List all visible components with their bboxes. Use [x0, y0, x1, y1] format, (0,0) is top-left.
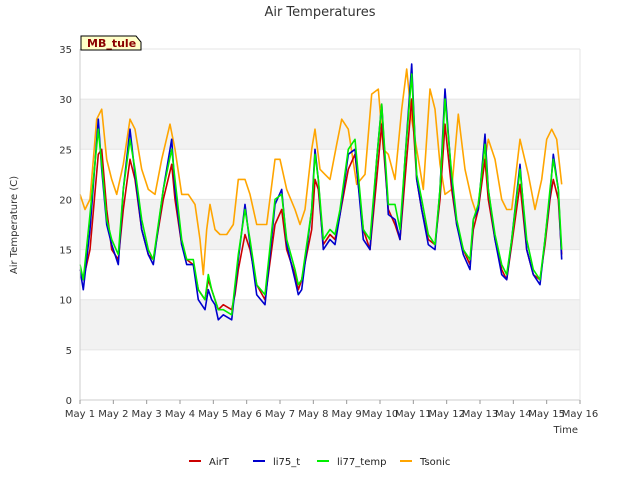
series-layer — [79, 63, 563, 321]
y-tick-label: 5 — [66, 346, 72, 357]
x-tick-label: May 2 — [98, 409, 128, 420]
y-tick-label: 25 — [59, 145, 72, 156]
y-tick-label: 35 — [59, 45, 72, 56]
x-tick-label: May 6 — [232, 409, 262, 420]
legend: AirT li75_t li77_temp Tsonic — [189, 457, 450, 468]
x-tick-label: May 7 — [265, 409, 295, 420]
axes-layer: 0 5 10 15 20 25 30 35 May 1 May 2 May 3 May 4 May 5 M… — [59, 45, 598, 420]
x-tick-label: May 4 — [165, 409, 195, 420]
x-tick-label: May 10 — [362, 409, 399, 420]
x-tick-label: May 3 — [132, 409, 162, 420]
y-tick-label: 20 — [59, 195, 72, 206]
site-label-frame — [80, 35, 142, 51]
y-tick-label: 30 — [59, 95, 72, 106]
x-tick-label: May 8 — [298, 409, 328, 420]
site-label: MB_tule — [87, 37, 136, 50]
plot-background — [80, 48, 580, 401]
y-tick-label: 0 — [66, 396, 72, 407]
x-tick-label: May 5 — [198, 409, 228, 420]
legend-label-airt: AirT — [209, 457, 230, 468]
chart-title: Air Temperatures — [264, 5, 375, 20]
y-tick-label: 10 — [59, 296, 72, 307]
x-tick-label: May 9 — [332, 409, 362, 420]
x-tick-label: May 1 — [65, 409, 95, 420]
site-label-box: MB_tule — [80, 35, 142, 51]
x-tick-label: May 11 — [395, 409, 432, 420]
legend-label-li75-t: li75_t — [273, 457, 300, 468]
grid-band — [80, 299, 580, 350]
legend-label-tsonic: Tsonic — [419, 457, 450, 468]
legend-label-li77-temp: li77_temp — [337, 457, 386, 468]
x-tick-label: May 14 — [495, 409, 532, 420]
grid-band — [80, 99, 580, 150]
x-tick-label: May 13 — [462, 409, 499, 420]
y-tick-label: 15 — [59, 246, 72, 257]
y-axis-label: Air Temperature (C) — [9, 176, 20, 274]
x-axis-label: Time — [553, 425, 578, 436]
x-tick-label: May 15 — [528, 409, 565, 420]
x-tick-label: May 12 — [428, 409, 465, 420]
x-tick-label: May 16 — [562, 409, 599, 420]
series-line-li77-temp — [79, 73, 563, 316]
